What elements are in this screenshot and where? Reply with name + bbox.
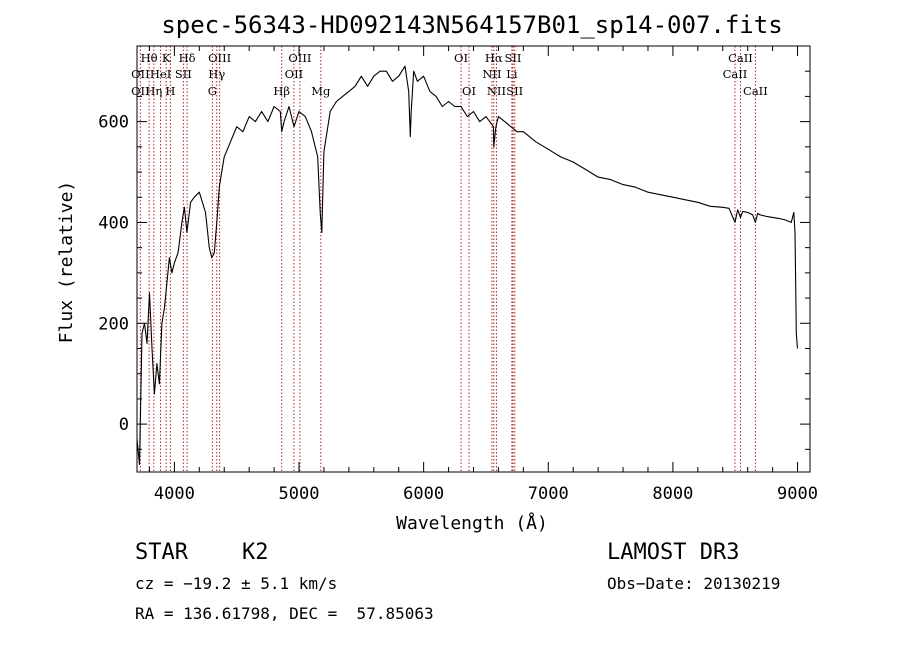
- line-label: Hβ: [273, 84, 290, 98]
- coordinates: RA = 136.61798, DEC = 57.85063: [135, 604, 434, 623]
- y-tick-label: 0: [119, 415, 129, 435]
- line-label: OIII: [208, 51, 231, 65]
- spectral-subclass: K2: [242, 540, 269, 565]
- spectrum-chart: spec-56343-HD092143N564157B01_sp14-007.f…: [56, 11, 818, 534]
- line-label: OIII: [288, 51, 311, 65]
- line-label: CaII: [743, 84, 768, 98]
- line-label: SII: [506, 84, 523, 98]
- x-tick-label: 4000: [154, 484, 195, 504]
- line-label: Hθ: [141, 51, 158, 65]
- line-label: OII: [285, 67, 304, 81]
- x-tick-label: 9000: [777, 484, 818, 504]
- line-label: H: [165, 84, 175, 98]
- axis-ticks: 4000 5000 6000 7000 8000 9000 0 200 400 600: [98, 46, 818, 504]
- plot-frame: [136, 45, 811, 473]
- y-tick-label: 400: [98, 213, 129, 233]
- line-label: Hη: [145, 84, 162, 98]
- x-tick-label: 8000: [652, 484, 693, 504]
- y-axis-label: Flux (relative): [56, 181, 77, 344]
- line-label: SII: [175, 67, 192, 81]
- line-label: OI: [454, 51, 468, 65]
- y-tick-label: 600: [98, 113, 129, 133]
- line-label: Hα: [485, 51, 503, 65]
- redshift-cz: cz = −19.2 ± 5.1 km/s: [135, 574, 338, 593]
- x-tick-label: 7000: [528, 484, 569, 504]
- chart-title: spec-56343-HD092143N564157B01_sp14-007.f…: [161, 11, 782, 39]
- line-label: G: [208, 84, 217, 98]
- line-label: K: [162, 51, 171, 65]
- line-label: CaII: [723, 67, 748, 81]
- x-axis-label: Wavelength (Å): [396, 512, 548, 534]
- line-label: Li: [506, 67, 518, 81]
- y-tick-label: 200: [98, 314, 129, 334]
- object-type: STAR: [135, 540, 188, 565]
- x-tick-label: 6000: [403, 484, 444, 504]
- line-label: OII: [131, 67, 150, 81]
- line-label: Hδ: [179, 51, 196, 65]
- survey-name: LAMOST DR3: [607, 540, 740, 565]
- line-marker-layer: [139, 46, 756, 472]
- line-label: NII: [487, 84, 506, 98]
- line-label: HeI: [150, 67, 171, 81]
- line-label: Hγ: [208, 67, 225, 81]
- line-label: CaII: [728, 51, 753, 65]
- line-label: SII: [505, 51, 522, 65]
- line-label: Mg: [311, 84, 331, 98]
- line-label: NII: [482, 67, 501, 81]
- line-label: OII: [131, 84, 150, 98]
- line-label: OI: [462, 84, 476, 98]
- observation-date: Obs−Date: 20130219: [607, 574, 781, 593]
- spectrum-line: [136, 65, 799, 465]
- x-tick-label: 5000: [279, 484, 320, 504]
